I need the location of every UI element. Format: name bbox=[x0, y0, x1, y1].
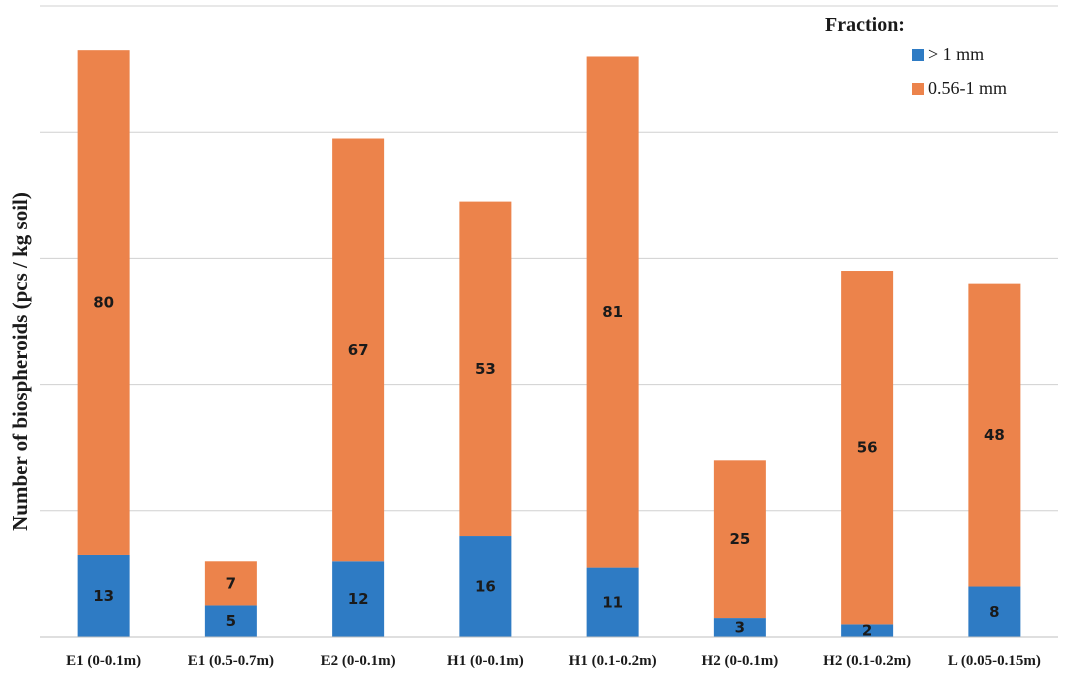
bar-segment bbox=[332, 138, 385, 562]
x-tick-label: E1 (0-0.1m) bbox=[66, 653, 141, 669]
bar-value-label: 56 bbox=[857, 439, 878, 457]
x-tick-label: H2 (0-0.1m) bbox=[702, 653, 779, 669]
x-tick-labels: E1 (0-0.1m) E1 (0.5-0.7m) E2 (0-0.1m) H1 (0… bbox=[66, 653, 1041, 669]
x-tick-label: H2 (0.1-0.2m) bbox=[823, 653, 911, 669]
legend-item-label: > 1 mm bbox=[928, 44, 984, 64]
legend-swatch bbox=[912, 49, 924, 61]
bar-value-label: 80 bbox=[93, 294, 114, 312]
bar-value-label: 48 bbox=[984, 426, 1005, 444]
bar-segment bbox=[968, 586, 1021, 637]
x-tick-label: E1 (0.5-0.7m) bbox=[188, 653, 274, 669]
bar-value-label: 16 bbox=[475, 578, 496, 596]
bar-value-labels: 13 80 5 7 12 67 16 53 11 81 3 25 2 56 8 48 bbox=[93, 294, 1005, 640]
bar-segment bbox=[77, 554, 130, 637]
legend-title: Fraction: bbox=[825, 14, 905, 36]
bar-segment bbox=[332, 561, 385, 637]
bars bbox=[77, 50, 1021, 637]
legend-item-label: 0.56-1 mm bbox=[928, 78, 1007, 98]
bar-segment bbox=[204, 561, 257, 606]
bar-segment bbox=[586, 56, 639, 568]
bar-value-label: 2 bbox=[862, 622, 872, 640]
bar-value-label: 8 bbox=[989, 603, 999, 621]
y-axis-title: Number of biospheroids (pcs / kg soil) bbox=[8, 192, 32, 531]
bar-segment bbox=[713, 618, 766, 637]
bar-segment bbox=[841, 624, 894, 637]
bar-value-label: 81 bbox=[602, 303, 623, 321]
legend-swatch bbox=[912, 83, 924, 95]
bar-segment bbox=[841, 271, 894, 625]
bar-value-label: 25 bbox=[729, 530, 750, 548]
bar-segment bbox=[968, 283, 1021, 587]
bar-value-label: 53 bbox=[475, 360, 496, 378]
bar-segment bbox=[459, 536, 512, 637]
bar-segment bbox=[459, 201, 512, 537]
bar-segment bbox=[586, 567, 639, 637]
x-tick-label: H1 (0.1-0.2m) bbox=[569, 653, 657, 669]
x-tick-label: L (0.05-0.15m) bbox=[948, 653, 1041, 669]
bar-value-label: 5 bbox=[226, 612, 236, 630]
x-tick-label: H1 (0-0.1m) bbox=[447, 653, 524, 669]
bar-value-label: 3 bbox=[735, 619, 745, 637]
legend: Fraction: > 1 mm 0.56-1 mm bbox=[825, 14, 1007, 98]
bar-segment bbox=[77, 50, 130, 555]
bar-segment bbox=[713, 460, 766, 619]
x-tick-label: E2 (0-0.1m) bbox=[321, 653, 396, 669]
bar-value-label: 13 bbox=[93, 587, 114, 605]
gridlines bbox=[40, 5, 1058, 512]
bar-value-label: 11 bbox=[602, 593, 623, 611]
bar-value-label: 12 bbox=[348, 590, 369, 608]
bar-value-label: 7 bbox=[226, 574, 236, 592]
bar-value-label: 67 bbox=[348, 341, 369, 359]
bar-segment bbox=[204, 605, 257, 637]
